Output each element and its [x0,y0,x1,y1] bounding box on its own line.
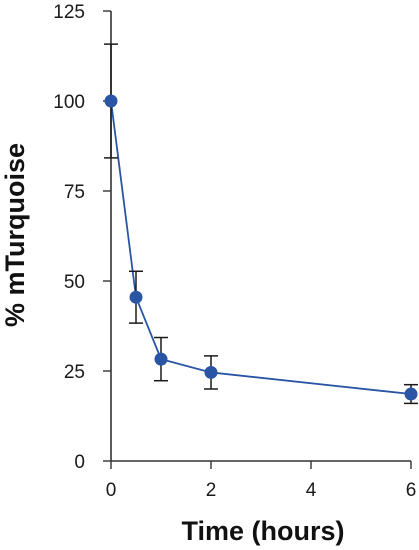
x-axis-title: Time (hours) [181,516,344,546]
series-line [110,100,412,395]
x-tick-label: 6 [406,480,417,501]
x-tick-label: 2 [206,480,217,501]
data-point [204,365,218,379]
plot-area [104,43,418,405]
data-point [104,94,118,108]
data-point [154,352,168,366]
axes: 0 25 50 75 100 125 0 2 4 6 [53,2,416,501]
y-tick-label: 0 [74,452,85,473]
y-axis-title: % mTurquoise [0,143,30,327]
y-tick-label: 125 [53,2,85,23]
y-tick-label: 75 [64,182,85,203]
y-tick-label: 100 [53,92,85,113]
data-point [404,387,418,401]
y-tick-label: 25 [64,362,85,383]
y-tick-label: 50 [64,272,85,293]
x-tick-label: 4 [306,480,317,501]
data-point [129,290,143,304]
x-tick-label: 0 [106,480,117,501]
